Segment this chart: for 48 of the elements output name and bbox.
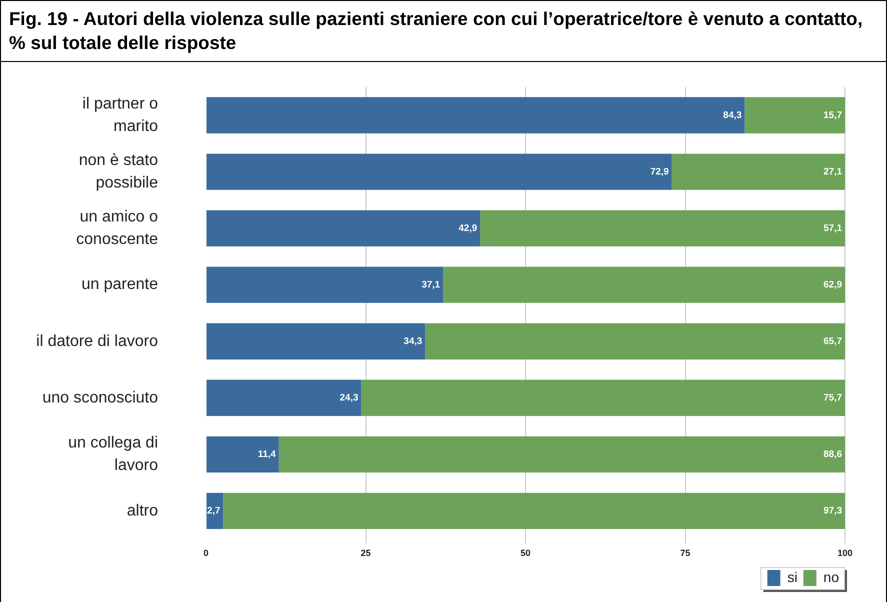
bar <box>206 436 279 472</box>
bar <box>223 492 845 530</box>
bar <box>425 323 845 360</box>
data-label: 57,1 <box>824 222 843 234</box>
bar <box>480 210 845 246</box>
bar <box>206 492 224 530</box>
bar <box>443 266 845 303</box>
bar <box>672 154 845 190</box>
data-label: 75,7 <box>824 392 842 404</box>
data-label: 88,6 <box>824 449 842 460</box>
y-tick-label: altro <box>126 502 158 520</box>
x-tick-label: 0 <box>203 548 209 558</box>
data-label: 15,7 <box>824 110 842 121</box>
data-label: 37,1 <box>422 279 441 290</box>
legend-label: si <box>787 568 798 585</box>
y-tick-label: un collega di lavoro <box>68 434 158 474</box>
bar <box>206 154 672 190</box>
y-tick-label: il datore di lavoro <box>36 332 158 350</box>
data-label: 42,9 <box>458 222 478 234</box>
data-label: 34,3 <box>404 336 422 347</box>
x-tick-label: 50 <box>520 548 531 558</box>
x-tick-label: 75 <box>680 548 690 558</box>
data-label: 2,7 <box>207 506 220 517</box>
y-tick-label: il partner o marito <box>82 95 158 135</box>
data-label: 24,3 <box>340 392 358 404</box>
bar <box>206 210 480 246</box>
data-label: 72,9 <box>650 166 669 178</box>
bar <box>206 380 362 416</box>
bar <box>361 380 845 416</box>
y-tick-label: un amico o conoscente <box>76 208 158 248</box>
data-label: 84,3 <box>723 110 742 121</box>
bar <box>206 266 444 303</box>
y-tick-label: un parente <box>81 276 158 294</box>
bar <box>744 97 845 134</box>
x-tick-label: 25 <box>360 548 371 558</box>
bar <box>206 97 745 134</box>
y-tick-label: uno sconosciuto <box>42 389 158 406</box>
y-tick-label: non è stato possibile <box>78 152 158 192</box>
bar <box>278 436 845 472</box>
data-label: 97,3 <box>824 506 842 517</box>
data-label: 65,7 <box>824 336 842 347</box>
data-label: 62,9 <box>824 279 842 290</box>
chart-title: Fig. 19 - Autori della violenza sulle pazienti straniere con cui l’operatrice/tore è venuto a contatto, % sul totale delle risposte <box>1 1 886 62</box>
data-label: 11,4 <box>258 449 277 460</box>
legend-label: no <box>823 568 840 585</box>
data-label: 27,1 <box>824 166 843 178</box>
x-tick-label: 100 <box>837 548 853 558</box>
bar <box>206 323 426 360</box>
